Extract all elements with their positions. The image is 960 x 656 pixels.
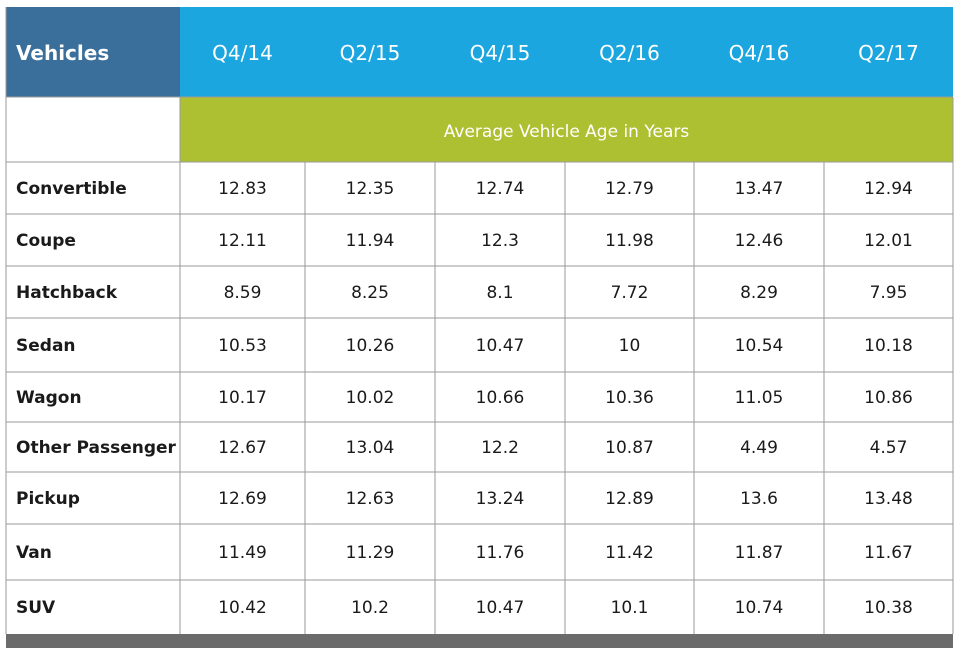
corner-header-cell: [6, 7, 180, 97]
column-header-q2-15: Q2/15: [340, 41, 401, 65]
cell-hatchback-q2-15: 8.25: [351, 283, 389, 303]
cell-pickup-q2-15: 12.63: [346, 489, 395, 509]
cell-sedan-q4-15: 10.47: [476, 336, 525, 356]
cell-pickup-q4-16: 13.6: [740, 489, 778, 509]
cell-convertible-q4-16: 13.47: [735, 179, 784, 199]
cell-other-passenger-q4-15: 12.2: [481, 438, 519, 458]
cell-van-q2-15: 11.29: [346, 543, 395, 563]
column-header-q2-16: Q2/16: [599, 41, 660, 65]
cell-convertible-q2-15: 12.35: [346, 179, 395, 199]
cell-coupe-q4-15: 12.3: [481, 231, 519, 251]
cell-hatchback-q4-14: 8.59: [224, 283, 262, 303]
row-label-van: Van: [16, 543, 52, 563]
cell-van-q2-16: 11.42: [605, 543, 654, 563]
row-label-hatchback: Hatchback: [16, 283, 118, 303]
cell-suv-q2-17: 10.38: [864, 598, 913, 618]
cell-suv-q4-14: 10.42: [218, 598, 267, 618]
cell-other-passenger-q2-15: 13.04: [346, 438, 395, 458]
cell-van-q2-17: 11.67: [864, 543, 913, 563]
cell-sedan-q2-17: 10.18: [864, 336, 913, 356]
subtitle-band: [180, 97, 953, 162]
cell-convertible-q4-14: 12.83: [218, 179, 267, 199]
row-label-other-passenger: Other Passenger: [16, 438, 177, 458]
cell-hatchback-q2-16: 7.72: [611, 283, 649, 303]
cell-suv-q2-15: 10.2: [351, 598, 389, 618]
cell-hatchback-q4-15: 8.1: [486, 283, 513, 303]
cell-convertible-q2-16: 12.79: [605, 179, 654, 199]
column-header-q4-15: Q4/15: [470, 41, 531, 65]
cell-suv-q4-16: 10.74: [735, 598, 784, 618]
column-header-q4-16: Q4/16: [729, 41, 790, 65]
cell-sedan-q2-16: 10: [619, 336, 641, 356]
cell-wagon-q2-16: 10.36: [605, 388, 654, 408]
table-subtitle: Average Vehicle Age in Years: [444, 122, 690, 142]
cell-convertible-q4-15: 12.74: [476, 179, 525, 199]
column-header-band: [180, 7, 953, 97]
cell-coupe-q4-16: 12.46: [735, 231, 784, 251]
column-header-q4-14: Q4/14: [212, 41, 273, 65]
row-label-coupe: Coupe: [16, 231, 76, 251]
cell-pickup-q2-16: 12.89: [605, 489, 654, 509]
cell-wagon-q2-17: 10.86: [864, 388, 913, 408]
cell-other-passenger-q4-14: 12.67: [218, 438, 267, 458]
cell-pickup-q4-14: 12.69: [218, 489, 267, 509]
cell-van-q4-14: 11.49: [218, 543, 267, 563]
cell-sedan-q4-16: 10.54: [735, 336, 784, 356]
cell-pickup-q4-15: 13.24: [476, 489, 525, 509]
cell-coupe-q4-14: 12.11: [218, 231, 267, 251]
cell-suv-q4-15: 10.47: [476, 598, 525, 618]
cell-other-passenger-q2-16: 10.87: [605, 438, 654, 458]
row-label-suv: SUV: [16, 598, 56, 618]
cell-wagon-q4-16: 11.05: [735, 388, 784, 408]
cell-other-passenger-q4-16: 4.49: [740, 438, 778, 458]
cell-wagon-q2-15: 10.02: [346, 388, 395, 408]
cell-coupe-q2-17: 12.01: [864, 231, 913, 251]
row-label-wagon: Wagon: [16, 388, 82, 408]
row-label-sedan: Sedan: [16, 336, 76, 356]
column-header-q2-17: Q2/17: [858, 41, 919, 65]
cell-other-passenger-q2-17: 4.57: [870, 438, 908, 458]
cell-sedan-q2-15: 10.26: [346, 336, 395, 356]
cell-suv-q2-16: 10.1: [611, 598, 649, 618]
cell-coupe-q2-16: 11.98: [605, 231, 654, 251]
cell-pickup-q2-17: 13.48: [864, 489, 913, 509]
cell-sedan-q4-14: 10.53: [218, 336, 267, 356]
cell-coupe-q2-15: 11.94: [346, 231, 395, 251]
row-header-label: Vehicles: [16, 41, 109, 65]
cell-van-q4-15: 11.76: [476, 543, 525, 563]
cell-hatchback-q2-17: 7.95: [870, 283, 908, 303]
cell-wagon-q4-14: 10.17: [218, 388, 267, 408]
cell-wagon-q4-15: 10.66: [476, 388, 525, 408]
cell-hatchback-q4-16: 8.29: [740, 283, 778, 303]
cell-convertible-q2-17: 12.94: [864, 179, 913, 199]
row-label-pickup: Pickup: [16, 489, 80, 509]
row-label-convertible: Convertible: [16, 179, 127, 199]
cell-van-q4-16: 11.87: [735, 543, 784, 563]
footer-bar: [6, 634, 953, 648]
